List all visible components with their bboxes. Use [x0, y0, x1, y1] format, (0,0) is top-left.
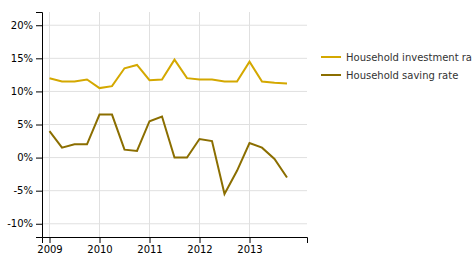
x-tick-mark: [50, 237, 51, 243]
series-group: [50, 60, 288, 194]
y-tick-mark: [36, 125, 42, 126]
y-tick: -5%: [14, 185, 42, 196]
chart-container: 2009 2010 2011 2012 2013 -10% -5% 0% 5% 10% 15% 20%…: [0, 0, 472, 263]
x-tick: 2011: [137, 237, 162, 255]
series-line: [50, 115, 288, 194]
grid-line-y: [42, 190, 307, 191]
y-tick-mark: [36, 158, 42, 159]
x-tick: 2009: [37, 237, 62, 255]
plot: 2009 2010 2011 2012 2013 -10% -5% 0% 5% 10% 15% 20%: [7, 12, 307, 255]
y-tick: 15%: [11, 53, 42, 64]
y-tick-mark: [36, 91, 42, 92]
legend-swatch: [321, 56, 341, 58]
x-tick-mark: [250, 237, 251, 243]
x-axis: 2009 2010 2011 2012 2013: [37, 237, 307, 255]
x-tick-label: 2013: [237, 244, 262, 255]
grid-line-x: [99, 12, 100, 237]
x-tick: 2012: [187, 237, 212, 255]
legend-item: Household investment rate: [321, 52, 472, 63]
grid: [42, 12, 307, 237]
legend-label: Household saving rate: [346, 70, 458, 81]
x-tick: 2013: [237, 237, 262, 255]
y-tick: -10%: [7, 218, 42, 229]
y-tick-label: 20%: [11, 20, 33, 31]
grid-line-x: [49, 12, 50, 237]
x-tick: 2010: [87, 237, 112, 255]
y-tick-mark: [36, 224, 42, 225]
y-tick: 10%: [11, 86, 42, 97]
legend: Household investment rate Household savin…: [321, 52, 472, 81]
x-tick-label: 2011: [137, 244, 162, 255]
y-tick-label: -5%: [14, 185, 33, 196]
y-tick-label: 5%: [17, 119, 33, 130]
grid-line-x: [249, 12, 250, 237]
y-tick-mark: [36, 191, 42, 192]
grid-line-y: [42, 25, 307, 26]
legend-label: Household investment rate: [346, 52, 472, 63]
y-axis: -10% -5% 0% 5% 10% 15% 20%: [7, 13, 42, 238]
grid-line-y: [42, 91, 307, 92]
x-tick-label: 2010: [87, 244, 112, 255]
series-line: [50, 60, 288, 88]
y-tick-label: 15%: [11, 53, 33, 64]
x-axis-line: [43, 238, 308, 244]
x-tick-mark: [200, 237, 201, 243]
y-tick-label: 10%: [11, 86, 33, 97]
y-tick: 5%: [17, 119, 42, 130]
grid-line-y: [42, 124, 307, 125]
y-tick-label: -10%: [7, 218, 33, 229]
y-tick-label: 0%: [17, 152, 33, 163]
chart-svg: 2009 2010 2011 2012 2013 -10% -5% 0% 5% 10% 15% 20%…: [0, 0, 472, 263]
grid-line-y: [42, 223, 307, 224]
x-tick-label: 2012: [187, 244, 212, 255]
legend-item: Household saving rate: [321, 70, 458, 81]
x-tick-mark: [100, 237, 101, 243]
x-tick-mark: [150, 237, 151, 243]
y-axis-line: [36, 13, 43, 238]
y-tick-mark: [36, 25, 42, 26]
y-tick-mark: [36, 58, 42, 59]
legend-swatch: [321, 74, 341, 76]
y-tick: 20%: [11, 20, 42, 31]
x-tick-label: 2009: [37, 244, 62, 255]
y-tick: 0%: [17, 152, 42, 163]
grid-line-x: [199, 12, 200, 237]
